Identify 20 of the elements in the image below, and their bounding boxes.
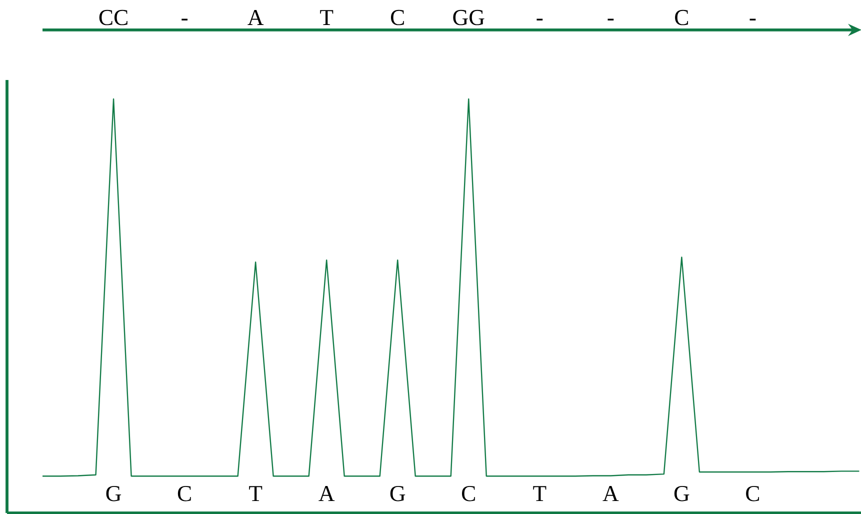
text: -	[750, 18, 756, 20]
text: T	[320, 10, 334, 25]
x-tick-label: C	[462, 486, 475, 502]
x-tick-label: T	[533, 486, 546, 501]
text: GG	[453, 10, 484, 26]
x-tick-label: G	[106, 486, 122, 502]
text: A	[248, 10, 264, 25]
x-tick-label: C	[746, 486, 759, 502]
text: -	[536, 18, 543, 20]
x-tick-label: C	[178, 486, 191, 502]
text: C	[675, 10, 688, 26]
x-tick-label: G	[674, 486, 690, 502]
text: -	[182, 18, 188, 20]
text: CC	[99, 10, 128, 26]
x-tick-label: A	[602, 486, 619, 501]
x-tick-label: A	[318, 486, 335, 501]
x-tick-label: T	[249, 486, 262, 501]
x-tick-label: G	[390, 486, 406, 502]
text: -	[608, 18, 614, 20]
text: C	[390, 10, 404, 26]
